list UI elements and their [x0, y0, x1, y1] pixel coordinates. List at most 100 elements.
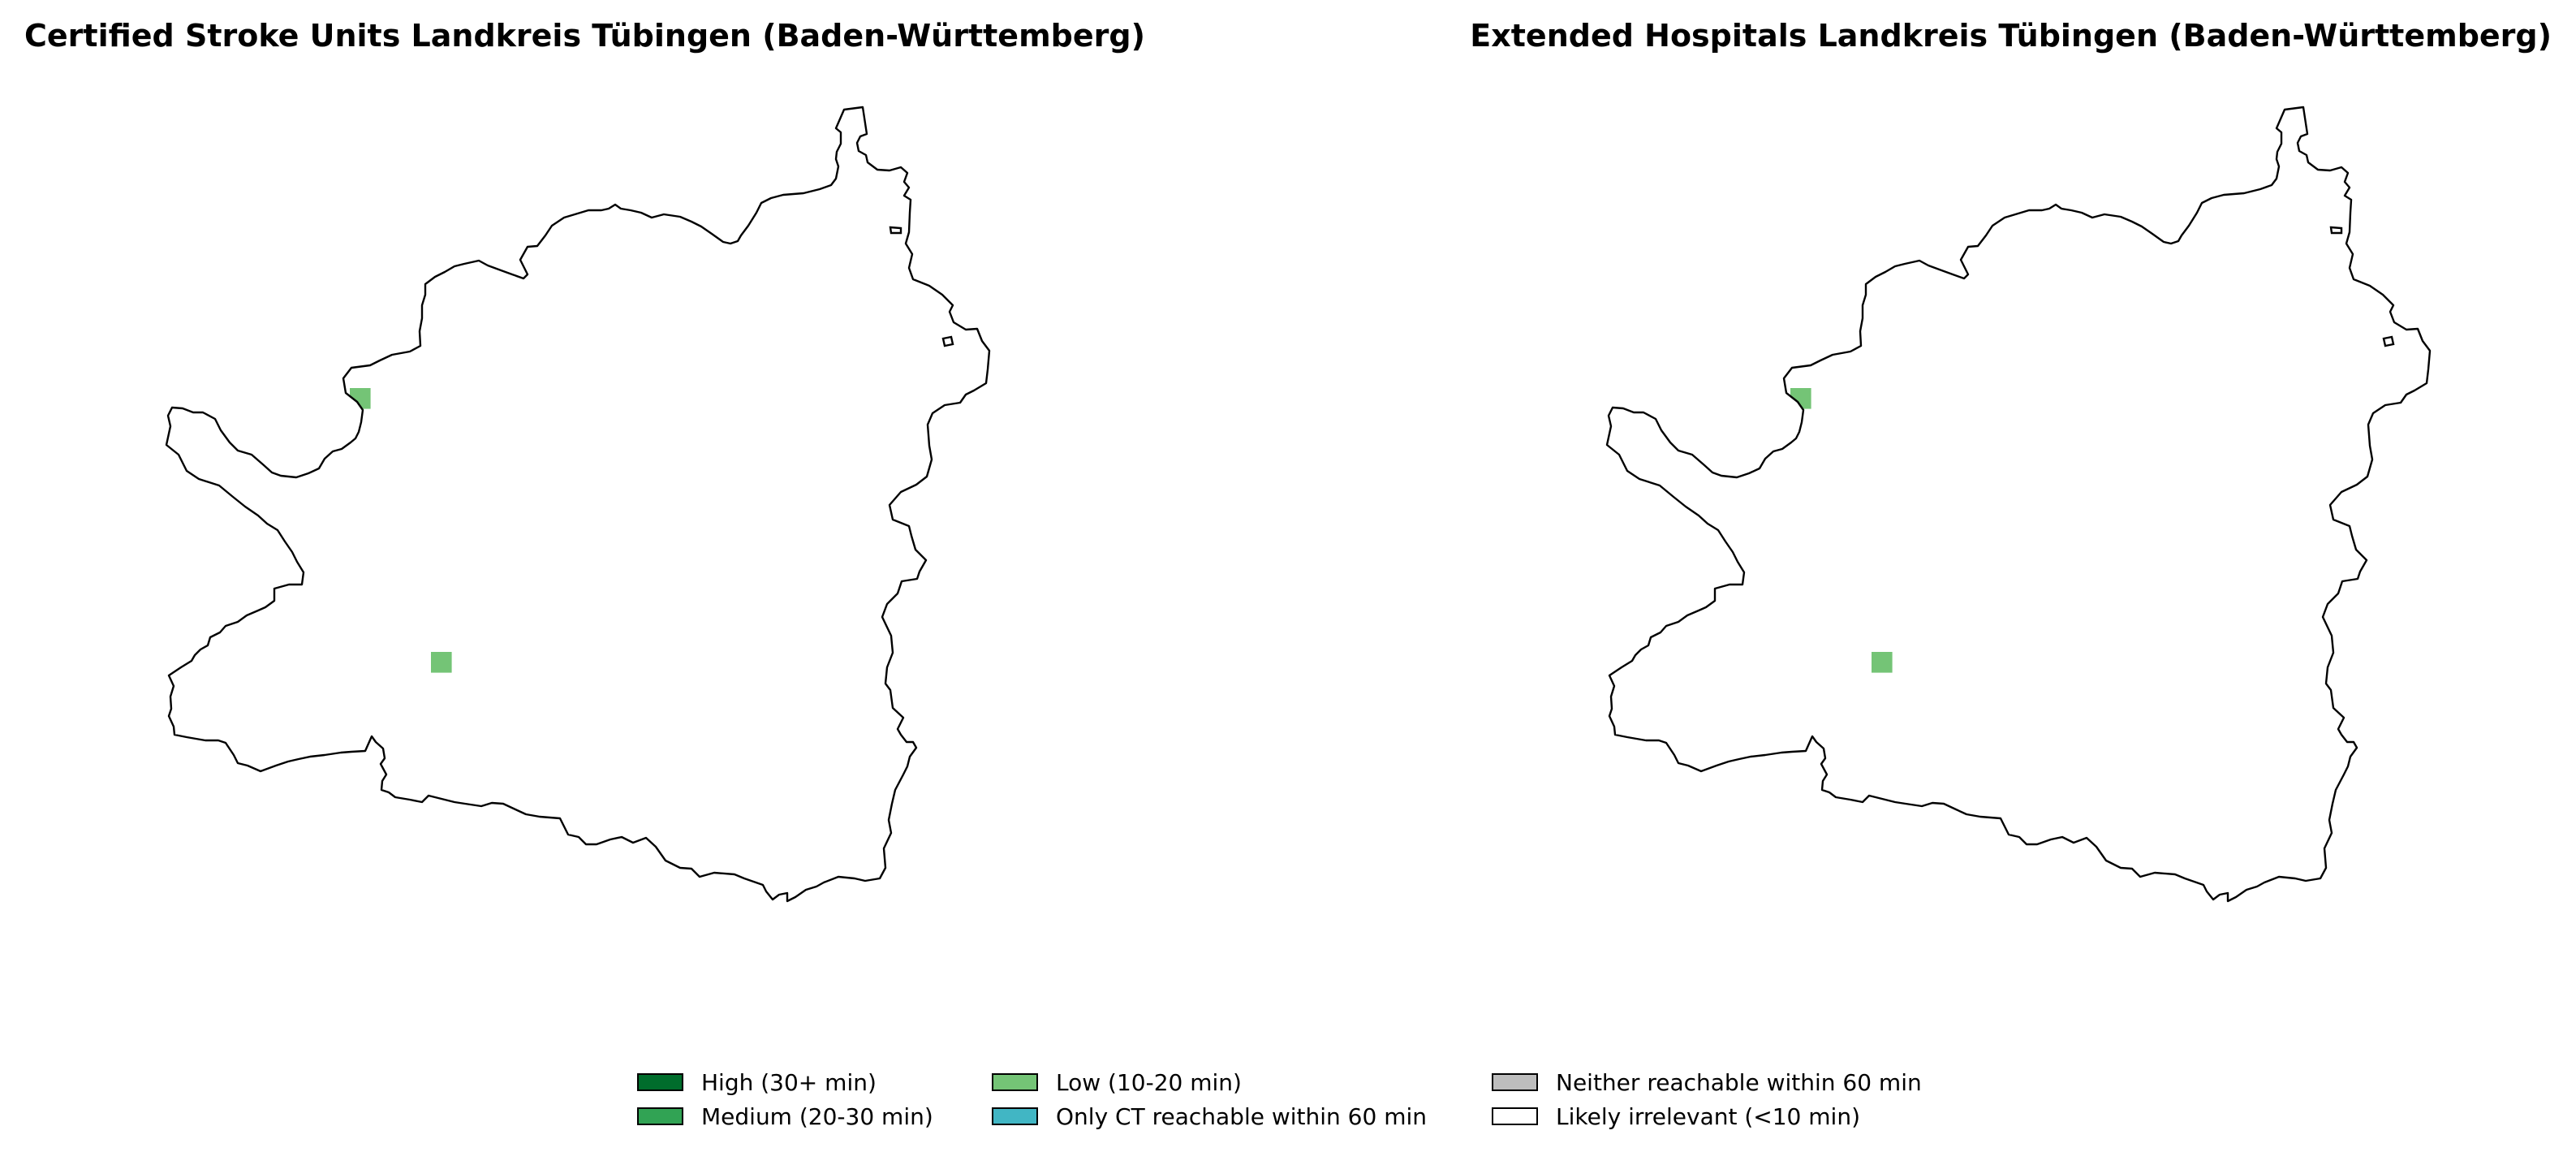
grid-cell-low: [1709, 997, 1730, 1018]
grid-cell-low: [1669, 895, 1690, 901]
grid-cell-low: [228, 977, 249, 998]
grid-cell-low: [269, 997, 290, 1018]
grid-cell-low: [187, 936, 209, 957]
legend-swatch-low: [992, 1073, 1038, 1091]
legend-label-medium: Medium (20-30 min): [701, 1102, 933, 1130]
enclave-outline-left: [889, 226, 902, 235]
legend: High (30+ min) Medium (20-30 min) Low (1…: [637, 1065, 1952, 1130]
grid-cell-low: [1689, 936, 1710, 957]
grid-cell-low: [187, 1119, 209, 1140]
grid-cell-low: [1669, 956, 1690, 977]
legend-label-only-ct: Only CT reachable within 60 min: [1056, 1102, 1428, 1130]
enclave-outline-right-2: [2382, 335, 2395, 347]
grid-cell-low: [187, 895, 209, 901]
legend-column-2: Low (10-20 min) Only CT reachable within…: [992, 1065, 1427, 1133]
grid-cell-low: [411, 165, 432, 186]
grid-cell-low: [1709, 956, 1730, 977]
grid-cell-low: [1628, 916, 1649, 937]
grid-cell-low: [1669, 916, 1690, 937]
legend-label-low: Low (10-20 min): [1056, 1068, 1242, 1096]
grid-cell-low: [208, 1058, 229, 1079]
grid-cells-left: [167, 165, 655, 1152]
grid-cell-low: [248, 936, 269, 957]
grid-cell-low: [269, 977, 290, 998]
grid-cell-low: [187, 956, 209, 977]
legend-item-irrelevant: Likely irrelevant (<10 min): [1492, 1099, 1922, 1133]
grid-cell-low: [1608, 895, 1629, 901]
grid-cell-low: [1608, 875, 1629, 896]
legend-swatch-high: [637, 1073, 683, 1091]
legend-item-high: High (30+ min): [637, 1065, 933, 1099]
grid-cell-low: [228, 1119, 249, 1140]
grid-cell-low: [208, 1119, 229, 1140]
grid-cell-low: [1709, 977, 1730, 998]
grid-cell-low: [248, 1119, 269, 1140]
grid-cell-low: [228, 1098, 249, 1120]
legend-column-3: Neither reachable within 60 min Likely i…: [1492, 1065, 1922, 1133]
enclave-outline-left-2: [941, 335, 954, 347]
grid-cell-low: [167, 916, 188, 937]
grid-cell-low: [167, 1098, 188, 1120]
grid-cell-low: [208, 895, 229, 901]
legend-column-1: High (30+ min) Medium (20-30 min): [637, 1065, 933, 1133]
grid-cell-low: [167, 895, 188, 901]
grid-cell-low: [1669, 977, 1690, 998]
district-outline-left: [165, 106, 991, 903]
grid-cell-low: [248, 1139, 269, 1152]
grid-cell-low: [228, 1139, 249, 1152]
grid-cell-low: [187, 1078, 209, 1099]
legend-item-low: Low (10-20 min): [992, 1065, 1427, 1099]
grid-cell-low: [289, 1017, 310, 1038]
grid-cell-low: [1628, 936, 1649, 957]
map-panel-left: [165, 106, 991, 1152]
grid-cell-low: [228, 895, 249, 901]
map-panel-right: [1605, 106, 2432, 1038]
legend-item-medium: Medium (20-30 min): [637, 1099, 933, 1133]
legend-label-neither: Neither reachable within 60 min: [1556, 1068, 1922, 1096]
grid-cell-low: [431, 652, 452, 673]
panel-title-left: Certified Stroke Units Landkreis Tübinge…: [24, 18, 1145, 54]
legend-item-neither: Neither reachable within 60 min: [1492, 1065, 1922, 1099]
grid-cell-low: [1872, 652, 1893, 673]
grid-cell-low: [167, 875, 188, 896]
grid-cell-low: [208, 1098, 229, 1120]
grid-cell-low: [167, 855, 188, 876]
grid-cell-low: [167, 936, 188, 957]
legend-item-only-ct: Only CT reachable within 60 min: [992, 1099, 1427, 1133]
grid-cell-low: [187, 1098, 209, 1120]
district-outline-right: [1605, 106, 2432, 903]
grid-cell-low: [1669, 936, 1690, 957]
grid-cell-low: [1851, 165, 1872, 186]
panel-title-right: Extended Hospitals Landkreis Tübingen (B…: [1470, 18, 2552, 54]
grid-cell-low: [208, 936, 229, 957]
legend-swatch-only-ct: [992, 1107, 1038, 1125]
grid-cell-low: [248, 1078, 269, 1099]
grid-cell-low: [1730, 997, 1751, 1018]
grid-cell-low: [248, 977, 269, 998]
grid-cell-low: [208, 956, 229, 977]
grid-cell-low: [228, 956, 249, 977]
grid-cell-low: [1730, 977, 1751, 998]
grid-cell-low: [1628, 895, 1649, 901]
grid-cell-low: [1608, 936, 1629, 957]
grid-cell-low: [1608, 855, 1629, 876]
grid-cell-low: [228, 916, 249, 937]
grid-cell-low: [634, 1139, 655, 1152]
grid-cell-low: [167, 1119, 188, 1140]
grid-cell-low: [1648, 936, 1669, 957]
legend-swatch-medium: [637, 1107, 683, 1125]
grid-cell-low: [269, 956, 290, 977]
grid-cell-low: [289, 997, 310, 1018]
grid-cell-low: [1608, 916, 1629, 937]
grid-cell-low: [187, 875, 209, 896]
legend-label-high: High (30+ min): [701, 1068, 877, 1096]
legend-label-irrelevant: Likely irrelevant (<10 min): [1556, 1102, 1860, 1130]
grid-cell-low: [228, 1078, 249, 1099]
grid-cell-low: [228, 936, 249, 957]
grid-cells-right: [1608, 165, 1893, 1038]
grid-cell-low: [248, 956, 269, 977]
grid-cell-low: [187, 916, 209, 937]
grid-cell-low: [1730, 1017, 1751, 1038]
enclave-outline-right: [2329, 226, 2343, 235]
